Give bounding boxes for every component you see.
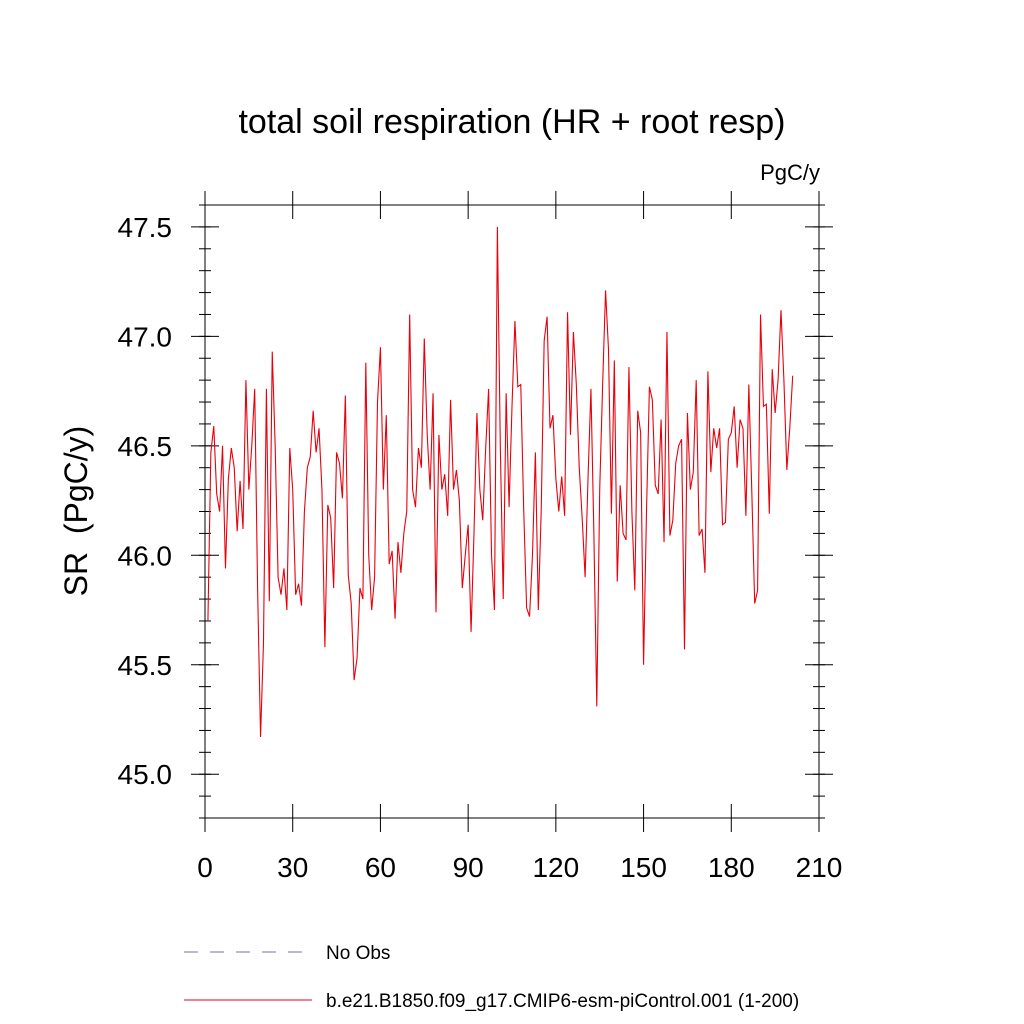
legend-label: No Obs <box>326 943 390 964</box>
x-tick-label: 150 <box>620 852 667 883</box>
y-tick-label: 47.0 <box>118 321 173 352</box>
x-tick-label: 180 <box>708 852 755 883</box>
y-tick-label: 46.5 <box>118 431 173 462</box>
x-tick-label: 30 <box>277 852 308 883</box>
x-tick-label: 60 <box>365 852 396 883</box>
axes: 0 30 60 90 120 150 180 210 45.0 45.5 46.0 46.5 47.0 4… <box>118 191 843 883</box>
y-tick-label: 46.0 <box>118 540 173 571</box>
data-series-line <box>207 226 794 738</box>
y-tick-label: 45.0 <box>118 759 173 790</box>
x-tick-label: 120 <box>532 852 579 883</box>
x-tick-label: 0 <box>197 852 213 883</box>
plot-frame <box>204 204 820 819</box>
legend-label: b.e21.B1850.f09_g17.CMIP6-esm-piControl.… <box>326 991 799 1012</box>
y-axis-label: SR (PgC/y) <box>58 426 94 597</box>
y-tick-label: 47.5 <box>118 212 173 243</box>
series-layer <box>207 226 794 738</box>
x-tick-label: 90 <box>453 852 484 883</box>
y-tick-label: 45.5 <box>118 650 173 681</box>
chart-title: total soil respiration (HR + root resp) <box>238 103 785 141</box>
units-label: PgC/y <box>760 160 820 185</box>
legend: No Obs b.e21.B1850.f09_g17.CMIP6-esm-piCo… <box>184 943 799 1012</box>
x-tick-label: 210 <box>796 852 843 883</box>
